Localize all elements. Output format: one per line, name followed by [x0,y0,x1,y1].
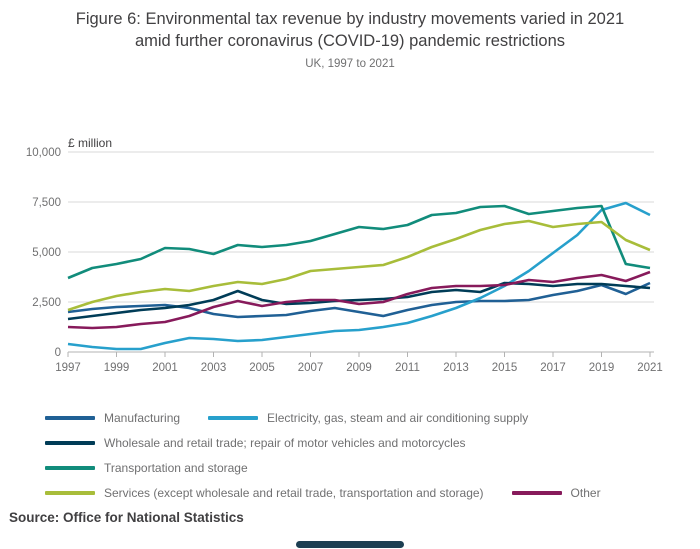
legend-item-services-except-wholesale-and-retail-trade-transportation-and-storage: Services (except wholesale and retail tr… [45,486,484,500]
x-tick-label: 2011 [395,362,420,374]
x-tick-label: 2009 [346,362,372,374]
series-line-electricity-gas-steam-and-air-conditioning-supply [67,201,651,351]
y-tick-label: 2,500 [32,297,61,309]
horizontal-scrollbar-thumb[interactable] [296,541,404,548]
line-chart: 0 2,500 5,000 7,500 10,000 £ million 1997 1999 2… [26,136,663,374]
figure-title: Figure 6: Environmental tax revenue by i… [0,8,700,52]
figure-subtitle: UK, 1997 to 2021 [305,58,395,70]
legend-label: Electricity, gas, steam and air conditio… [267,410,529,425]
legend-item-other: Other [511,485,601,500]
legend-label: Wholesale and retail trade; repair of mo… [104,435,466,450]
x-tick-label: 2019 [589,362,615,374]
x-tick-label: 2001 [152,362,178,374]
source-note: Source: Office for National Statistics [9,510,244,525]
series-line-other [67,270,651,330]
legend-item-wholesale-and-retail-trade-repair-of-motor-vehicles-and-motorcycles: Wholesale and retail trade; repair of mo… [45,436,466,450]
x-tick-label: 2017 [540,362,566,374]
legend-swatch [45,415,95,420]
legend-label: Manufacturing [104,410,181,425]
legend-item-manufacturing: Manufacturing [45,411,180,425]
legend-label: Services (except wholesale and retail tr… [104,485,484,500]
legend-item-transportation-and-storage: Transportation and storage [45,461,248,475]
y-tick-label: 7,500 [32,197,61,209]
legend-swatch [208,415,259,420]
x-tick-label: 2003 [201,362,227,374]
series-line-wholesale-and-retail-trade-repair-of-motor-vehicles-and-motorcycles [67,281,651,321]
legend-swatch [45,465,95,470]
x-tick-label: 2013 [443,362,469,374]
legend-row: Manufacturing Electricity, gas, steam and… [45,409,685,426]
series-line-services-except-wholesale-and-retail-trade-transportation-and-storage [67,219,651,312]
legend-item-electricity-gas-steam-and-air-conditioning-supply: Electricity, gas, steam and air conditio… [208,411,528,425]
legend-label: Transportation and storage [104,460,248,475]
legend-label: Other [570,485,601,500]
x-tick-label: 1999 [104,362,130,374]
figure-title-line1: Figure 6: Environmental tax revenue by i… [75,10,625,28]
x-tick-label: 2015 [492,362,518,374]
x-tick-label: 2007 [298,362,324,374]
series-line-transportation-and-storage [67,204,651,280]
y-tick-label: 10,000 [26,147,61,159]
y-axis-unit-label: £ million [68,136,112,150]
legend-swatch [45,440,95,445]
x-tick-label: 1997 [55,362,81,374]
legend-row: Wholesale and retail trade; repair of mo… [45,434,685,451]
x-tick-label: 2021 [637,362,663,374]
legend-swatch [511,490,562,495]
y-tick-label: 5,000 [32,247,61,259]
legend-row: Transportation and storage [45,459,685,476]
figure-title-line2: amid further coronavirus (COVID-19) pand… [134,32,566,50]
legend-row: Services (except wholesale and retail tr… [45,484,685,501]
chart-legend: Manufacturing Electricity, gas, steam and… [45,409,685,509]
x-tick-label: 2005 [249,362,275,374]
y-tick-label: 0 [55,347,61,359]
series-line-manufacturing [67,281,651,319]
legend-swatch [45,490,95,495]
